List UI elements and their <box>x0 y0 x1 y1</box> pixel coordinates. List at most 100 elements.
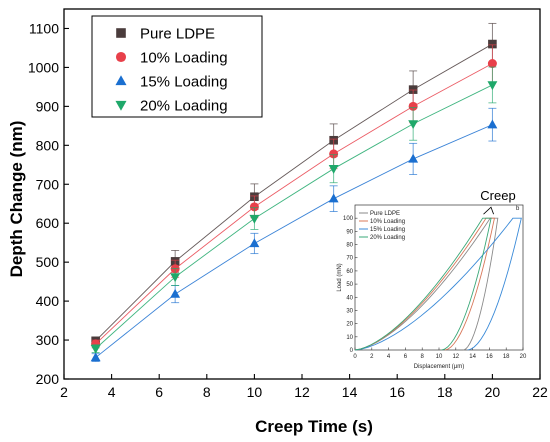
inset-x-tick-label: 12 <box>452 354 459 360</box>
x-tick-label: 14 <box>342 384 358 400</box>
data-point <box>170 273 181 283</box>
series-line <box>95 63 493 345</box>
inset-series-10-loading <box>354 217 495 351</box>
legend-marker <box>115 75 127 86</box>
inset-y-tick-label: 70 <box>346 256 353 262</box>
y-tick-label: 900 <box>36 98 60 114</box>
y-tick-label: 1000 <box>28 59 59 75</box>
x-tick-label: 16 <box>389 384 405 400</box>
inset-series-15-loading <box>354 217 522 351</box>
x-tick-label: 12 <box>294 384 310 400</box>
data-point <box>90 344 101 354</box>
y-tick-label: 800 <box>36 137 60 153</box>
inset-chart: 0 2 4 6 8 10 12 14 16 18 20 0 10 20 30 40 50 60 70 80 90 100 D… <box>337 188 527 370</box>
inset-curve <box>354 217 499 351</box>
x-axis-title: Creep Time (s) <box>255 417 373 436</box>
y-tick-label: 400 <box>36 293 60 309</box>
legend-label: 10% Loading <box>140 50 228 67</box>
inset-x-tick-label: 4 <box>387 354 391 360</box>
inset-y-tick-label: 40 <box>346 295 353 301</box>
inset-curve <box>354 217 492 351</box>
creep-bracket <box>483 206 494 215</box>
series-20-loading <box>90 66 498 354</box>
inset-y-tick-label: 50 <box>346 282 353 288</box>
x-tick-label: 10 <box>247 384 263 400</box>
inset-x-tick-label: 6 <box>404 354 408 360</box>
y-tick-label: 1100 <box>29 20 59 36</box>
legend-marker <box>115 51 127 63</box>
inset-y-axis-title: Load (mN) <box>337 263 343 291</box>
x-tick-label: 4 <box>108 384 116 400</box>
data-point <box>487 119 498 129</box>
data-point <box>170 288 181 298</box>
data-point <box>408 101 418 111</box>
legend: Pure LDPE 10% Loading 15% Loading 20% Loadi… <box>91 15 263 118</box>
inset-y-tick-label: 30 <box>346 308 353 314</box>
inset-y-tick-label: 20 <box>346 322 353 328</box>
data-point <box>329 149 339 159</box>
y-tick-label: 300 <box>36 332 60 348</box>
inset-series-pure-ldpe <box>354 217 499 351</box>
x-tick-label: 6 <box>155 384 163 400</box>
y-tick-label: 600 <box>36 215 60 231</box>
inset-x-axis-title: Displacement (μm) <box>414 364 464 370</box>
inset-y-tick-label: 10 <box>346 335 353 341</box>
inset-legend: Pure LDPE 10% Loading 15% Loading 20% Loadi… <box>359 211 405 241</box>
x-tick-label: 22 <box>532 384 548 400</box>
series-line <box>95 124 493 358</box>
inset-x-tick-label: 8 <box>421 354 425 360</box>
inset-y-tick-label: 90 <box>346 229 353 235</box>
legend-label: 15% Loading <box>140 74 228 91</box>
x-tick-label: 18 <box>437 384 453 400</box>
data-point <box>328 165 339 174</box>
data-point <box>408 120 419 130</box>
data-point <box>249 214 260 224</box>
inset-y-tick-label: 60 <box>346 269 353 275</box>
legend-label: Pure LDPE <box>140 26 215 43</box>
inset-series-20-loading <box>354 217 492 351</box>
data-point <box>249 238 260 248</box>
legend-label: 20% Loading <box>140 98 228 115</box>
x-tick-label: 20 <box>485 384 501 400</box>
main-axes-layer: 2 4 6 8 10 12 14 16 18 20 222003004005006007008009… <box>28 8 548 400</box>
inset-legend-label: 10% Loading <box>370 219 405 225</box>
inset-x-tick-label: 2 <box>370 354 374 360</box>
x-tick-label: 8 <box>203 384 211 400</box>
inset-legend-label: 15% Loading <box>370 227 405 233</box>
data-point <box>249 202 259 212</box>
data-point <box>408 153 419 163</box>
inset-x-tick-label: 18 <box>503 354 510 360</box>
inset-curve <box>354 217 495 351</box>
inset-legend-label: Pure LDPE <box>370 211 400 217</box>
data-point <box>328 193 339 203</box>
y-tick-label: 700 <box>36 176 60 192</box>
series-15-loading <box>90 107 498 362</box>
y-axis-title: Depth Change (nm) <box>7 121 26 278</box>
legend-marker <box>115 100 127 111</box>
inset-x-tick-label: 20 <box>520 354 527 360</box>
data-point <box>487 59 497 69</box>
data-point <box>90 352 101 362</box>
main-series-layer <box>90 22 498 362</box>
data-point <box>487 81 498 91</box>
inset-y-tick-label: 80 <box>346 243 353 249</box>
series-line <box>95 84 493 349</box>
inset-y-tick-label: 0 <box>350 348 354 354</box>
inset-y-tick-label: 100 <box>343 216 354 222</box>
y-tick-label: 500 <box>36 254 60 270</box>
data-point <box>488 39 497 49</box>
series-line <box>95 43 493 342</box>
inset-x-tick-label: 14 <box>469 354 476 360</box>
legend-marker <box>116 28 126 38</box>
x-tick-label: 2 <box>60 384 68 400</box>
inset-x-tick-label: 16 <box>486 354 493 360</box>
inset-x-tick-label: 10 <box>436 354 443 360</box>
inset-legend-label: 20% Loading <box>370 235 405 241</box>
inset-annotation: b <box>516 206 520 212</box>
y-tick-label: 200 <box>36 371 60 387</box>
inset-x-tick-label: 0 <box>353 354 357 360</box>
inset-curve <box>354 217 522 351</box>
